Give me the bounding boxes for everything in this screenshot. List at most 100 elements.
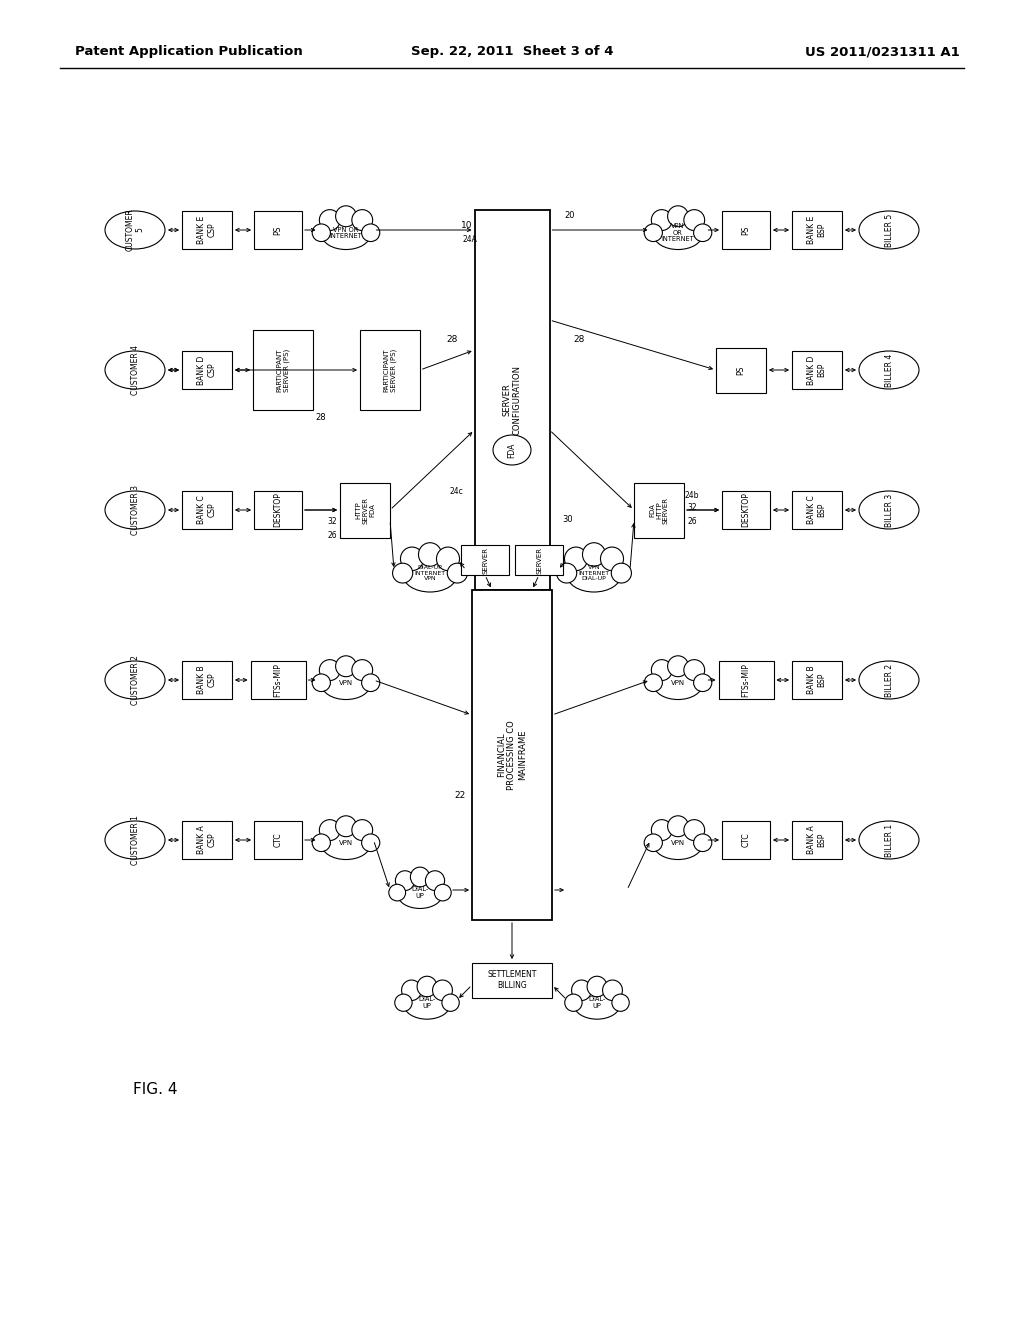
Ellipse shape (644, 224, 663, 242)
Text: BILLER 1: BILLER 1 (885, 824, 894, 857)
Ellipse shape (653, 829, 702, 859)
Ellipse shape (859, 211, 919, 249)
Text: BANK D
CSP: BANK D CSP (198, 355, 217, 384)
Text: BANK B
CSP: BANK B CSP (198, 665, 217, 694)
Ellipse shape (105, 491, 165, 529)
Ellipse shape (653, 669, 702, 700)
Ellipse shape (425, 871, 444, 891)
Text: FDA: FDA (508, 442, 516, 458)
Ellipse shape (651, 820, 672, 841)
Ellipse shape (352, 660, 373, 681)
Bar (254, 211, 302, 249)
Bar (719, 661, 773, 700)
Ellipse shape (600, 546, 624, 570)
Bar (340, 483, 390, 537)
Ellipse shape (389, 884, 406, 902)
Ellipse shape (859, 351, 919, 389)
Text: 26: 26 (687, 517, 696, 527)
Bar (254, 491, 302, 529)
Text: US 2011/0231311 A1: US 2011/0231311 A1 (805, 45, 961, 58)
Text: CUSTOMER 3: CUSTOMER 3 (130, 484, 139, 535)
Ellipse shape (401, 979, 422, 1001)
Text: 10: 10 (461, 220, 472, 230)
Bar (792, 821, 842, 859)
Ellipse shape (693, 224, 712, 242)
Ellipse shape (557, 564, 577, 583)
Ellipse shape (564, 546, 588, 570)
Ellipse shape (352, 210, 373, 231)
Ellipse shape (693, 834, 712, 851)
Bar (182, 211, 232, 249)
Ellipse shape (403, 558, 457, 591)
Text: FTSs-MIP: FTSs-MIP (741, 663, 751, 697)
Ellipse shape (336, 206, 356, 227)
Text: BANK C
CSP: BANK C CSP (198, 495, 217, 524)
Text: DIAL-
UP: DIAL- UP (589, 997, 605, 1008)
Bar (515, 545, 563, 576)
Ellipse shape (319, 660, 340, 681)
Bar (182, 821, 232, 859)
Text: CUSTOMER 4: CUSTOMER 4 (130, 345, 139, 395)
Text: PS: PS (273, 226, 283, 235)
Ellipse shape (644, 834, 663, 851)
Ellipse shape (336, 656, 356, 677)
Text: BANK E
CSP: BANK E CSP (198, 216, 217, 244)
Ellipse shape (668, 656, 688, 677)
Text: FDA
HTTP
SERVER: FDA HTTP SERVER (649, 496, 669, 524)
Text: VPN
OR
INTERNET: VPN OR INTERNET (662, 223, 694, 243)
Bar (461, 545, 509, 576)
Text: PARTICIPANT
SERVER (PS): PARTICIPANT SERVER (PS) (383, 348, 396, 392)
Text: SERVER
CONFIGURATION: SERVER CONFIGURATION (503, 366, 521, 436)
Text: VPN: VPN (339, 680, 353, 686)
Ellipse shape (602, 979, 623, 1001)
Text: CTC: CTC (741, 833, 751, 847)
Ellipse shape (312, 834, 331, 851)
Text: 24A: 24A (462, 235, 477, 244)
Ellipse shape (419, 543, 441, 566)
Text: Patent Application Publication: Patent Application Publication (75, 45, 303, 58)
Bar (722, 821, 770, 859)
Bar (792, 661, 842, 700)
Ellipse shape (336, 816, 356, 837)
Text: VPN: VPN (671, 680, 685, 686)
Ellipse shape (395, 994, 412, 1011)
Ellipse shape (693, 675, 712, 692)
Text: 32: 32 (328, 517, 337, 527)
Bar (474, 210, 550, 590)
Bar (472, 962, 552, 998)
Ellipse shape (442, 994, 459, 1011)
Text: BILLER 4: BILLER 4 (885, 354, 894, 387)
Text: DESKTOP: DESKTOP (741, 492, 751, 528)
Text: CUSTOMER 1: CUSTOMER 1 (130, 814, 139, 865)
Ellipse shape (352, 820, 373, 841)
Bar (722, 211, 770, 249)
Ellipse shape (322, 219, 371, 249)
Ellipse shape (668, 206, 688, 227)
Text: 22: 22 (455, 791, 466, 800)
Text: VPN OR
INTERNET: VPN OR INTERNET (330, 227, 362, 239)
Bar (253, 330, 313, 411)
Bar (254, 821, 302, 859)
Bar (792, 491, 842, 529)
Ellipse shape (392, 564, 413, 583)
Text: Sep. 22, 2011  Sheet 3 of 4: Sep. 22, 2011 Sheet 3 of 4 (411, 45, 613, 58)
Ellipse shape (859, 491, 919, 529)
Ellipse shape (567, 558, 621, 591)
Text: 32: 32 (687, 503, 696, 512)
Text: DIAL-
UP: DIAL- UP (419, 997, 435, 1008)
Text: PS: PS (736, 366, 745, 375)
Text: 28: 28 (446, 335, 458, 345)
Text: FTSs-MIP: FTSs-MIP (273, 663, 283, 697)
Ellipse shape (612, 994, 629, 1011)
Ellipse shape (651, 210, 672, 231)
Ellipse shape (395, 871, 415, 891)
Text: DIAL-UP
INTERNET
VPN: DIAL-UP INTERNET VPN (415, 565, 445, 581)
Text: BANK D
BSP: BANK D BSP (807, 355, 826, 384)
Bar (360, 330, 420, 411)
Ellipse shape (644, 675, 663, 692)
Ellipse shape (322, 669, 371, 700)
Text: PS: PS (741, 226, 751, 235)
Text: BILLER 2: BILLER 2 (885, 664, 894, 697)
Ellipse shape (684, 660, 705, 681)
Ellipse shape (417, 977, 437, 997)
